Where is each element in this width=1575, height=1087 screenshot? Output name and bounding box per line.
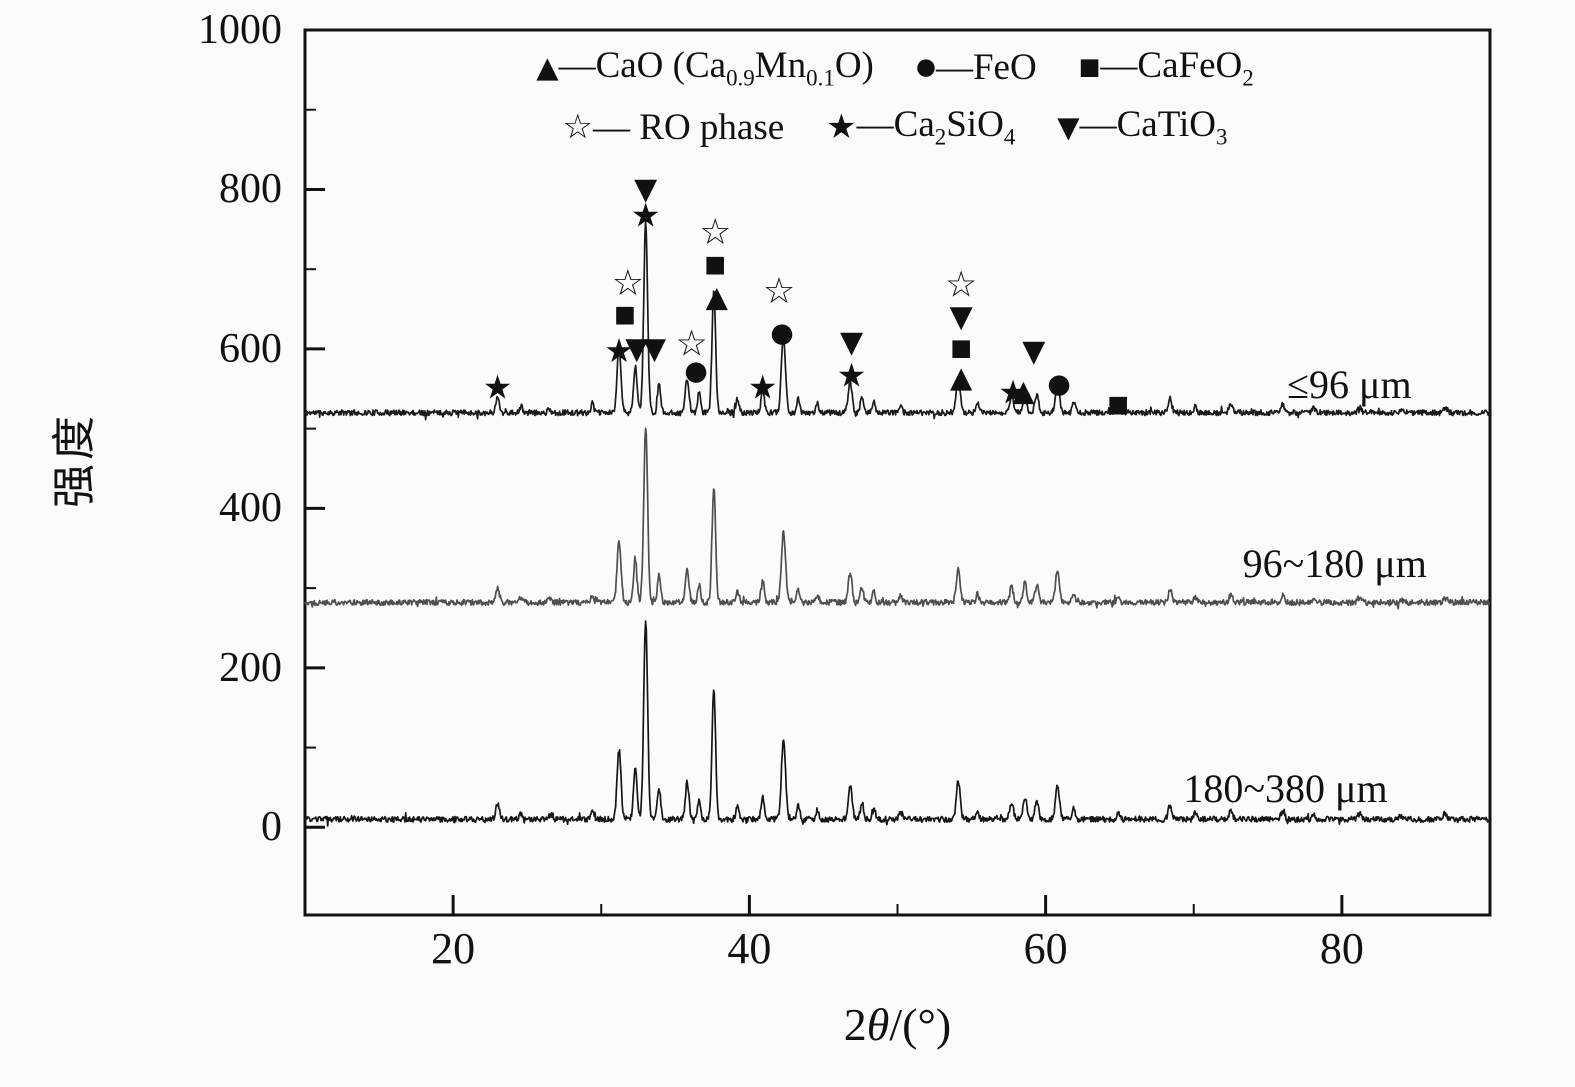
square-marker: ■	[1107, 392, 1129, 418]
y-tick-label: 0	[261, 804, 282, 851]
x-tick-label: 60	[1023, 924, 1068, 973]
legend-label: —Ca2SiO4	[856, 104, 1016, 150]
legend-row: ▲ —CaO (Ca0.9Mn0.1O) ● —FeO ■ —CaFeO2	[536, 44, 1253, 91]
series-label: 96~180 μm	[1242, 541, 1427, 587]
legend-label: —CaFeO2	[1100, 45, 1254, 91]
square-marker: ■	[704, 251, 726, 277]
star-filled-marker: ★	[604, 331, 634, 370]
legend-label: — RO phase	[593, 106, 785, 148]
star-filled-marker: ★	[998, 373, 1028, 412]
star-open-marker: ☆	[612, 263, 644, 304]
legend-marker-icon: ▲	[536, 50, 559, 85]
star-open-marker: ☆	[675, 324, 707, 365]
tri-down-marker: ▼	[643, 331, 666, 366]
x-tick-label: 40	[727, 924, 772, 973]
legend-item: ★ —Ca2SiO4	[826, 103, 1015, 150]
star-filled-marker: ★	[483, 368, 513, 407]
y-tick-label: 600	[219, 325, 282, 372]
legend-marker-icon: ■	[1078, 54, 1101, 81]
tri-up-marker: ▲	[950, 360, 973, 394]
circle-marker: ●	[684, 356, 708, 387]
x-axis-title-suffix: /(°)	[889, 999, 952, 1050]
legend-row: ☆ — RO phase ★ —Ca2SiO4 ▼ —CaTiO3	[563, 103, 1228, 150]
x-axis-title-prefix: 2	[843, 999, 867, 1050]
star-open-marker: ☆	[945, 265, 977, 306]
tri-down-marker: ▼	[1022, 334, 1045, 369]
legend-label: —CaO (Ca0.9Mn0.1O)	[558, 45, 874, 91]
legend-item: ▲ —CaO (Ca0.9Mn0.1O)	[536, 44, 874, 91]
series-label: ≤96 μm	[1287, 361, 1412, 407]
legend-marker-icon: ☆	[562, 107, 594, 148]
legend-item: ● —FeO	[916, 46, 1037, 89]
x-axis-title-theta: θ	[866, 999, 890, 1050]
xrd-trace	[304, 220, 1491, 421]
tri-down-marker: ▼	[625, 331, 648, 366]
legend-marker-icon: ★	[826, 107, 857, 148]
legend-marker-icon: ▼	[1057, 109, 1080, 144]
x-axis-title: 2θ/(°)	[305, 998, 1490, 1051]
legend-item: ■ —CaFeO2	[1079, 44, 1254, 91]
tri-down-marker: ▼	[950, 300, 973, 335]
xrd-trace	[304, 620, 1491, 827]
tri-down-marker: ▼	[840, 325, 863, 360]
square-marker: ■	[950, 335, 972, 361]
legend-item: ☆ — RO phase	[563, 106, 785, 149]
star-open-marker: ☆	[763, 271, 795, 312]
legend-item: ▼ —CaTiO3	[1057, 103, 1227, 150]
xrd-trace	[304, 427, 1491, 610]
legend-label: —CaTiO3	[1079, 104, 1228, 150]
square-marker: ■	[614, 302, 636, 328]
circle-marker: ●	[770, 318, 794, 349]
y-tick-label: 200	[219, 644, 282, 691]
legend-label: —FeO	[935, 47, 1037, 89]
legend: ▲ —CaO (Ca0.9Mn0.1O) ● —FeO ■ —CaFeO2 ☆ — RO ph…	[300, 44, 1490, 151]
x-tick-label: 20	[431, 924, 476, 973]
y-tick-label: 1000	[198, 7, 282, 53]
star-filled-marker: ★	[631, 196, 661, 235]
legend-marker-icon: ●	[915, 54, 936, 81]
tri-up-marker: ▲	[706, 279, 729, 313]
tri-up-marker: ▲	[1012, 373, 1035, 407]
series-label: 180~380 μm	[1183, 766, 1388, 812]
tri-down-marker: ▼	[634, 172, 657, 207]
star-filled-marker: ★	[837, 356, 867, 395]
star-filled-marker: ★	[748, 368, 778, 407]
circle-marker: ●	[1047, 369, 1071, 400]
y-tick-label: 400	[219, 485, 282, 532]
y-axis-title: 强度	[50, 412, 99, 508]
x-tick-label: 80	[1319, 924, 1364, 973]
y-tick-label: 800	[219, 166, 282, 213]
star-open-marker: ☆	[699, 212, 731, 253]
